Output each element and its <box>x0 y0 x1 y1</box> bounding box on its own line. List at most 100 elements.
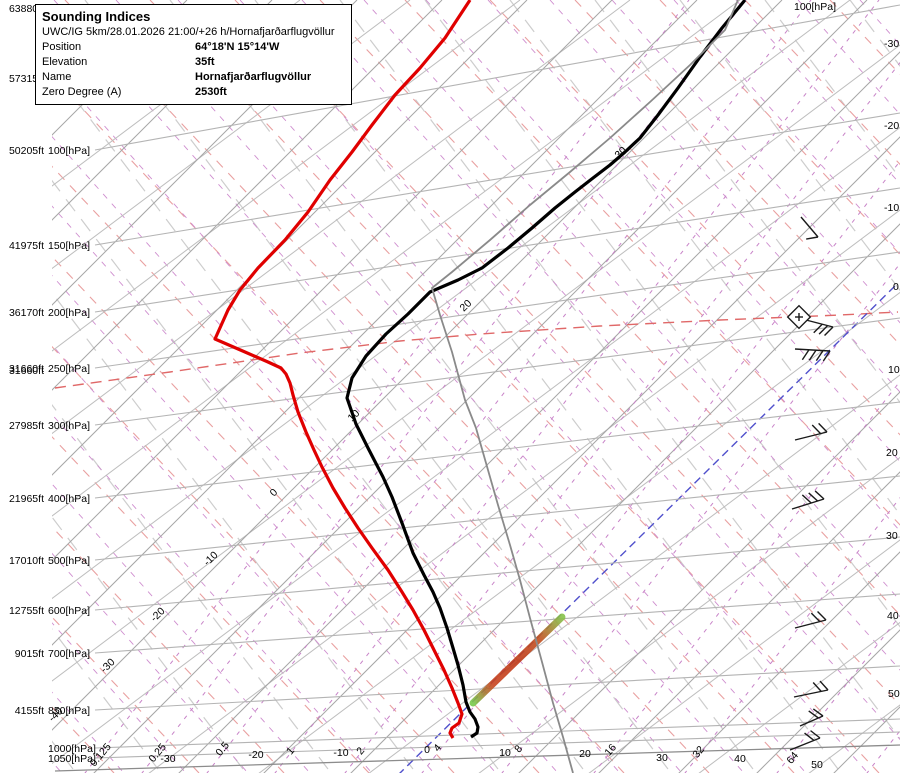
wind-barb-feather <box>818 325 829 335</box>
wind-barb-staff <box>793 689 829 698</box>
wind-barb-feather <box>818 422 828 433</box>
grid-line <box>52 516 247 773</box>
altitude-axis-label: 31660ft <box>9 363 44 375</box>
isobar-line <box>94 112 900 246</box>
temp-axis-label-bottom: 50 <box>811 759 823 771</box>
wind-barb-staff <box>794 348 831 352</box>
grid-line <box>425 0 900 532</box>
grid-line <box>52 291 417 773</box>
grid-line <box>659 0 900 256</box>
pressure-axis-label: 250[hPa] <box>48 363 90 375</box>
isobar-line <box>94 401 900 499</box>
grid-line <box>52 67 587 773</box>
pressure-axis-label: 100[hPa] <box>48 145 90 157</box>
wind-barb-feather <box>810 612 821 623</box>
grid-line <box>52 0 521 352</box>
grid-line <box>141 0 747 773</box>
pressure-axis-label-right: 100[hPa] <box>794 1 836 13</box>
wind-barb-feather <box>824 326 834 337</box>
grid-line <box>350 223 900 773</box>
zero-degree-value: 2530ft <box>195 86 227 98</box>
grid-line <box>52 0 783 731</box>
grid-line <box>52 0 188 136</box>
grid-line <box>424 0 900 628</box>
wind-barb-feather <box>801 349 810 361</box>
grid-line <box>53 0 745 773</box>
temp-axis-label-bottom: -20 <box>248 749 263 761</box>
grid-line <box>52 75 710 773</box>
wind-barb-feather <box>817 610 827 621</box>
grid-line <box>487 0 900 463</box>
grid-line <box>52 179 502 773</box>
grid-line <box>52 628 162 773</box>
altitude-axis-label: 9015ft <box>15 648 44 660</box>
grid-line <box>549 0 900 393</box>
grid-line <box>594 0 900 404</box>
pressure-axis-label: 400[hPa] <box>48 493 90 505</box>
model-run-line: UWC/IG 5km/28.01.2026 21:00/+26 h/Hornaf… <box>42 26 335 38</box>
isotherm-label: -20 <box>148 605 167 624</box>
parcel-path-curve <box>431 0 739 773</box>
grid-line <box>598 471 900 773</box>
wind-barb-feather <box>811 424 822 435</box>
temp-axis-label-bottom: 10 <box>499 747 511 759</box>
grid-line <box>52 165 625 773</box>
grid-line <box>684 497 900 773</box>
altitude-axis-label: 27985ft <box>9 420 44 432</box>
grid-line <box>84 0 672 773</box>
wind-barb-feather <box>810 730 821 739</box>
grid-line <box>258 291 900 773</box>
grid-line <box>115 0 807 773</box>
temp-axis-label-bottom: -30 <box>160 753 175 765</box>
grid-line <box>756 629 900 773</box>
altitude-axis-label: 12755ft <box>9 605 44 617</box>
grid-line <box>263 136 900 773</box>
mixing-ratio-lines <box>84 0 900 773</box>
isobar-lines <box>94 4 900 759</box>
grid-line <box>93 0 868 773</box>
wind-barb-staff <box>794 431 828 441</box>
pressure-axis-label: 300[hPa] <box>48 420 90 432</box>
dewpoint-curve <box>345 0 747 739</box>
isobar-line <box>94 4 900 151</box>
grid-line <box>344 61 900 773</box>
grid-line <box>52 0 698 646</box>
wind-barb-feather <box>804 732 815 741</box>
wind-barb <box>793 680 829 698</box>
grid-line <box>52 0 301 187</box>
temperature-curve <box>213 0 472 739</box>
isotherm-label: 20 <box>458 297 475 314</box>
position-label: Position <box>42 41 82 53</box>
grid-line <box>52 345 455 773</box>
temp-axis-label-right: 20 <box>886 447 898 459</box>
grid-line <box>764 0 900 180</box>
name-label: Name <box>42 71 72 83</box>
grid-line <box>239 0 900 741</box>
grid-line <box>52 413 373 773</box>
grid-line <box>744 0 900 166</box>
temp-axis-label-right: 0 <box>893 281 899 293</box>
elevation-label: Elevation <box>42 56 88 68</box>
mixing-ratio-label: 2 <box>354 745 367 757</box>
pressure-axis-label: 1000[hPa] <box>48 743 96 755</box>
mixing-ratio-label: 32 <box>690 744 707 761</box>
temp-axis-label-bottom: -10 <box>333 747 348 759</box>
isobar-line <box>94 187 900 313</box>
grid-line <box>52 622 187 773</box>
grid-line <box>274 0 880 773</box>
zero-degree-label: Zero Degree (A) <box>42 86 122 98</box>
grid-line <box>52 274 497 773</box>
temp-axis-label-right: -30 <box>884 38 899 50</box>
wind-barb-feather <box>814 490 825 500</box>
isobar-line <box>94 475 900 561</box>
grid-line <box>611 0 900 324</box>
wind-barb <box>786 304 834 337</box>
position-row: Position 64°18'N 15°14'W <box>42 40 345 55</box>
grid-line <box>52 0 358 306</box>
grid-line <box>52 0 631 435</box>
grid-line <box>574 0 900 346</box>
